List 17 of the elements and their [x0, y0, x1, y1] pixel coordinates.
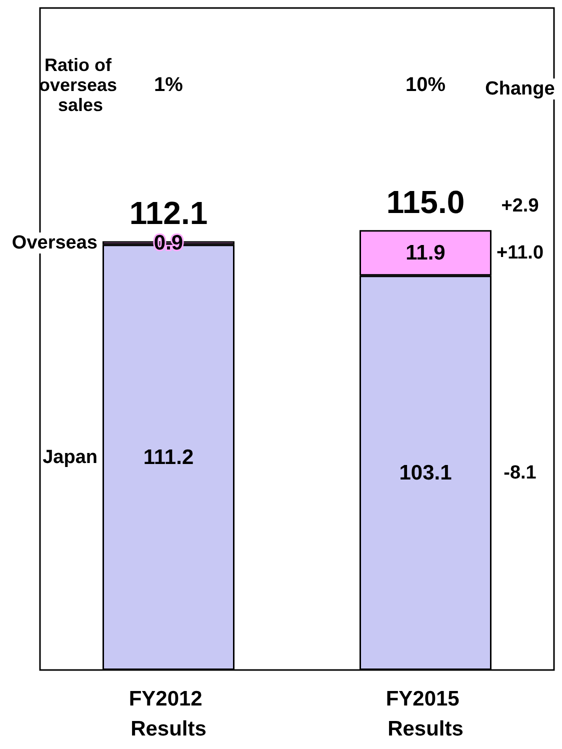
- text: 1%: [154, 74, 184, 96]
- text: Ratio of overseas sales: [38, 54, 122, 115]
- x-tick-label: FY2015 Results: [386, 688, 466, 740]
- data-label: 111.2: [143, 446, 194, 469]
- text: Change: [485, 78, 555, 100]
- text: 10%: [405, 74, 446, 96]
- annotation: -8.1: [504, 462, 537, 484]
- data-label: 0.9: [154, 231, 184, 254]
- data-label: 11.9: [406, 241, 446, 264]
- annotation: +11.0: [496, 242, 544, 264]
- total-label: 112.1: [129, 195, 208, 232]
- series-label: Japan: [42, 446, 98, 468]
- total-label: 115.0: [386, 184, 465, 220]
- text: +2.9: [501, 196, 539, 217]
- data-label: 103.1: [399, 461, 452, 484]
- x-tick-label: FY2012 Results: [128, 688, 208, 740]
- series-label: Overseas: [12, 232, 98, 254]
